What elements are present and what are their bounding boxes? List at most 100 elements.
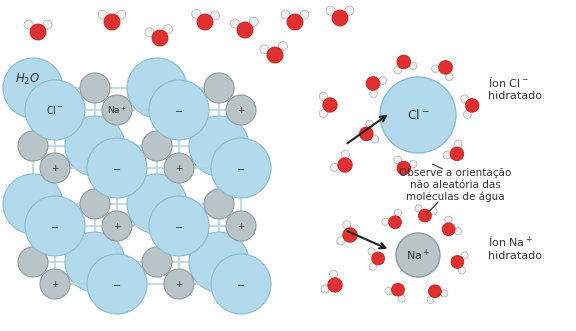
Circle shape [443, 151, 450, 159]
Text: Íon Cl$^-$
hidratado: Íon Cl$^-$ hidratado [488, 75, 542, 101]
Text: $+$: $+$ [237, 221, 245, 231]
Circle shape [319, 110, 327, 118]
Circle shape [454, 140, 462, 148]
Circle shape [372, 252, 385, 265]
Circle shape [398, 295, 405, 302]
Circle shape [145, 28, 154, 37]
Text: Na$^+$: Na$^+$ [406, 247, 430, 263]
Text: Íon Na$^+$
hidratado: Íon Na$^+$ hidratado [488, 235, 542, 261]
Circle shape [80, 189, 110, 219]
Circle shape [87, 254, 147, 314]
Circle shape [204, 189, 234, 219]
Circle shape [24, 20, 33, 29]
Circle shape [385, 287, 392, 295]
Circle shape [149, 196, 209, 256]
Circle shape [18, 247, 48, 277]
Text: $H_2O$: $H_2O$ [16, 72, 40, 87]
Circle shape [431, 65, 439, 72]
Circle shape [204, 73, 234, 103]
Circle shape [454, 228, 461, 235]
Circle shape [30, 24, 46, 40]
Circle shape [329, 270, 338, 278]
Circle shape [18, 131, 48, 161]
Circle shape [80, 73, 110, 103]
Circle shape [342, 150, 350, 158]
Circle shape [410, 160, 417, 168]
Circle shape [370, 90, 377, 97]
Circle shape [189, 116, 249, 176]
Circle shape [197, 14, 213, 30]
Circle shape [102, 211, 132, 241]
Circle shape [226, 211, 256, 241]
Circle shape [300, 10, 309, 19]
Circle shape [441, 290, 448, 297]
Text: $-$: $-$ [175, 221, 184, 231]
Circle shape [331, 163, 339, 171]
Circle shape [345, 6, 354, 15]
Circle shape [226, 95, 256, 125]
Text: $-$: $-$ [236, 163, 245, 173]
Circle shape [419, 209, 431, 222]
Circle shape [382, 218, 389, 225]
Circle shape [328, 278, 342, 292]
Text: $+$: $+$ [237, 105, 245, 115]
Text: $-$: $-$ [51, 221, 59, 231]
Circle shape [415, 205, 422, 212]
Circle shape [117, 10, 126, 19]
Text: Cl$^-$: Cl$^-$ [46, 104, 64, 116]
Circle shape [127, 58, 187, 118]
Circle shape [127, 174, 187, 234]
Text: $+$: $+$ [175, 279, 183, 289]
Text: $-$: $-$ [175, 105, 184, 115]
Circle shape [394, 66, 401, 74]
Circle shape [287, 14, 303, 30]
Circle shape [98, 10, 107, 19]
Circle shape [429, 285, 441, 298]
Circle shape [142, 247, 172, 277]
Circle shape [25, 80, 85, 140]
Circle shape [321, 285, 329, 293]
Circle shape [40, 153, 70, 183]
Text: $-$: $-$ [236, 279, 245, 289]
Circle shape [392, 283, 404, 296]
Circle shape [260, 45, 269, 54]
Circle shape [461, 95, 468, 103]
Text: Observe a orientação
não aleatória das
moléculas de água: Observe a orientação não aleatória das m… [399, 168, 511, 202]
Circle shape [397, 55, 411, 69]
Circle shape [439, 61, 452, 74]
Circle shape [445, 216, 452, 223]
Circle shape [458, 267, 465, 274]
Circle shape [464, 111, 471, 118]
Circle shape [379, 77, 386, 84]
Circle shape [43, 20, 52, 29]
Circle shape [338, 158, 352, 172]
Circle shape [104, 14, 120, 30]
Circle shape [192, 9, 200, 18]
Circle shape [427, 296, 434, 304]
Text: $-$: $-$ [112, 163, 122, 173]
Circle shape [359, 127, 373, 141]
Circle shape [445, 73, 453, 81]
Text: $+$: $+$ [51, 279, 59, 289]
Circle shape [3, 174, 63, 234]
Circle shape [343, 221, 351, 229]
Circle shape [102, 95, 132, 125]
Circle shape [397, 161, 411, 175]
Circle shape [164, 269, 194, 299]
Text: $+$: $+$ [113, 221, 122, 231]
Circle shape [394, 156, 401, 164]
Circle shape [152, 30, 168, 46]
Circle shape [343, 228, 357, 242]
Circle shape [389, 216, 401, 229]
Circle shape [142, 131, 172, 161]
Circle shape [65, 116, 125, 176]
Circle shape [326, 6, 335, 15]
Circle shape [211, 138, 271, 198]
Circle shape [65, 232, 125, 292]
Circle shape [396, 233, 440, 277]
Text: Na$^+$: Na$^+$ [107, 104, 127, 116]
Text: $-$: $-$ [112, 279, 122, 289]
Circle shape [442, 223, 455, 236]
Circle shape [371, 135, 379, 143]
Circle shape [366, 120, 373, 128]
